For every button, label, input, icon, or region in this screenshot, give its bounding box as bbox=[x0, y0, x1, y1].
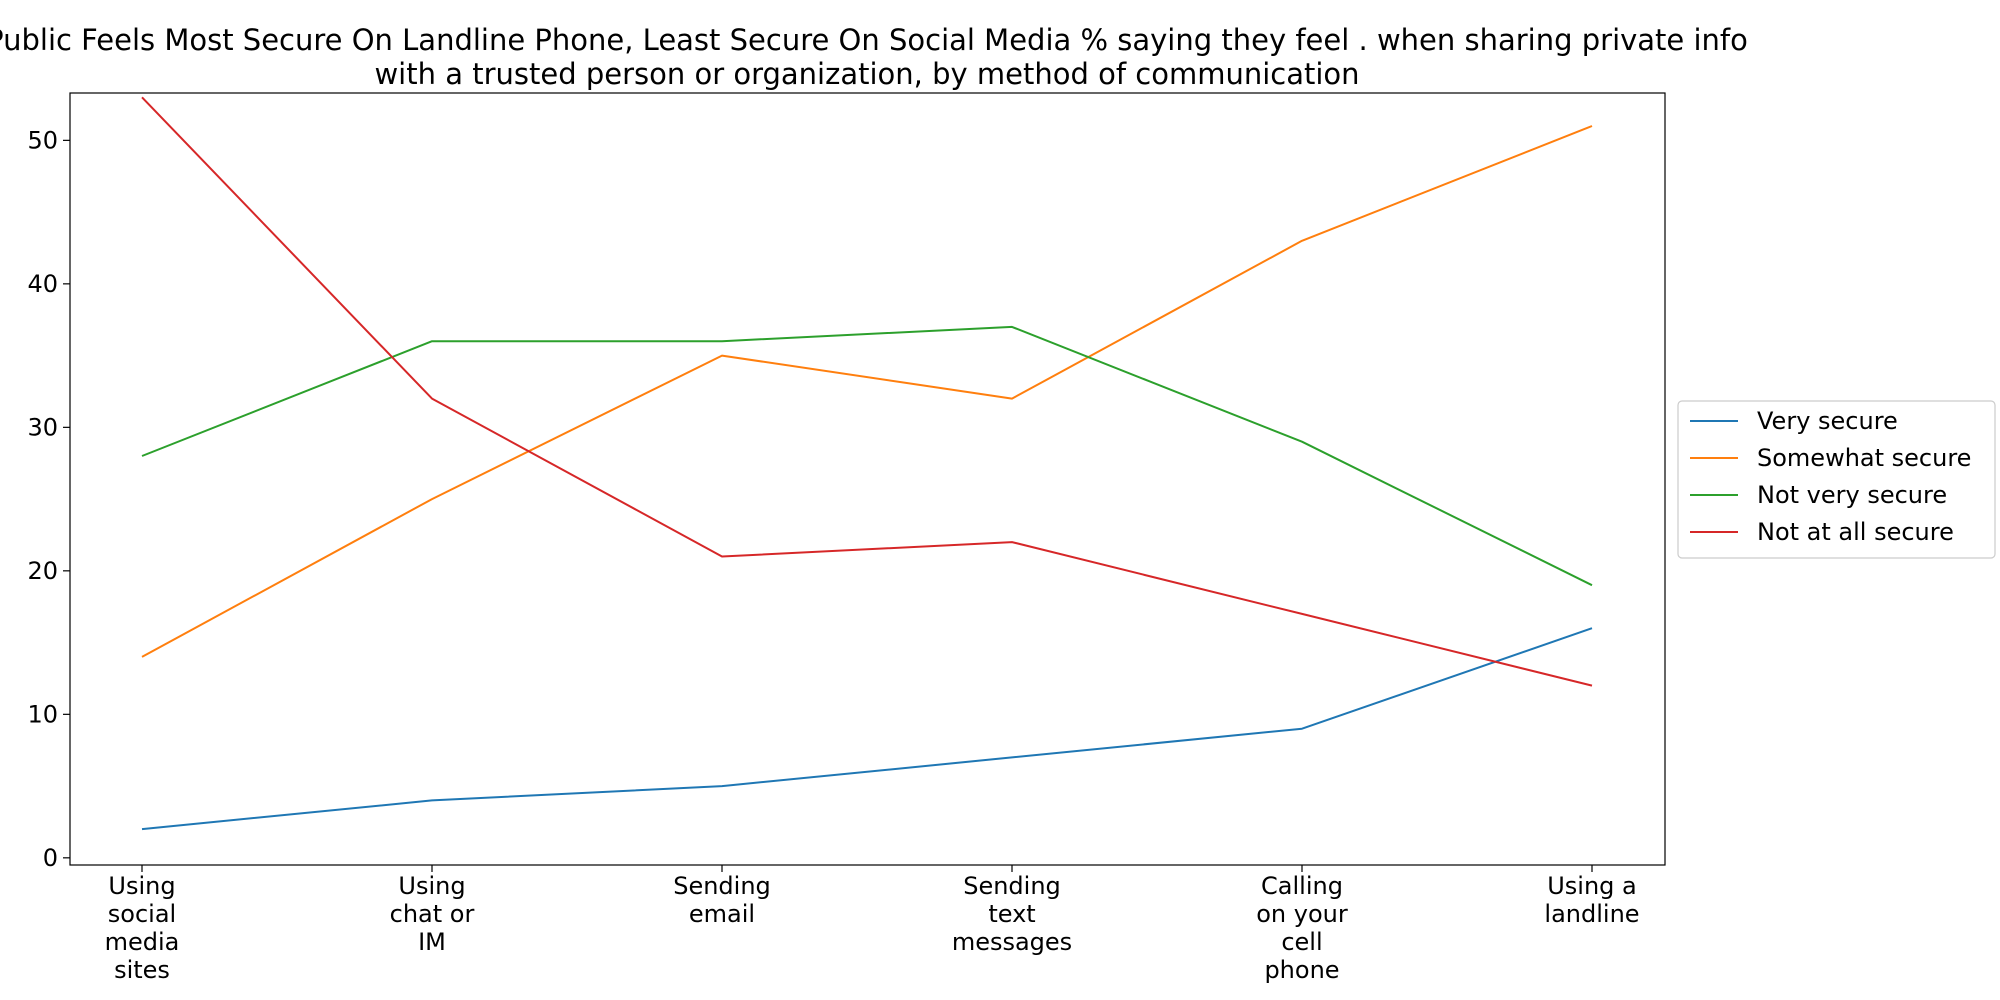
legend-label: Somewhat secure bbox=[1757, 444, 1971, 472]
x-tick-label: Using a landline bbox=[1544, 872, 1639, 928]
x-tick-label-line: landline bbox=[1544, 900, 1639, 928]
y-axis: 0 10 20 30 40 50 bbox=[27, 126, 70, 872]
x-tick-label: Calling on your cell phone bbox=[1256, 872, 1348, 984]
series-line-not-at-all-secure bbox=[141, 96, 1593, 687]
x-tick-label-line: on your bbox=[1256, 900, 1348, 928]
x-tick-label-line: sites bbox=[114, 956, 170, 984]
x-tick-label: Using chat or IM bbox=[390, 872, 475, 956]
plot-area bbox=[69, 92, 1666, 866]
legend-box bbox=[1677, 400, 1996, 559]
x-tick-label-line: media bbox=[105, 928, 180, 956]
y-tick-label: 0 bbox=[43, 844, 58, 872]
x-tick-label-line: Using bbox=[398, 872, 465, 900]
chart-title: Public Feels Most Secure On Landline Pho… bbox=[0, 23, 1748, 91]
x-tick-label-line: chat or bbox=[390, 900, 475, 928]
y-tick-label: 20 bbox=[27, 557, 58, 585]
legend-label: Not at all secure bbox=[1757, 518, 1954, 546]
x-tick-label-line: cell bbox=[1281, 928, 1322, 956]
y-tick-label: 50 bbox=[27, 126, 58, 154]
y-tick-label: 30 bbox=[27, 413, 58, 441]
y-tick-label: 10 bbox=[27, 700, 58, 728]
chart-title-line: with a trusted person or organization, b… bbox=[374, 57, 1359, 91]
x-tick-label-line: Sending bbox=[963, 872, 1061, 900]
x-tick-label-line: Using bbox=[108, 872, 175, 900]
x-tick-label-line: Using a bbox=[1547, 872, 1637, 900]
chart-title-line: Public Feels Most Secure On Landline Pho… bbox=[0, 23, 1748, 57]
series-line-not-very-secure bbox=[141, 325, 1593, 587]
x-tick-label: Sending text messages bbox=[952, 872, 1072, 956]
x-tick-label-line: messages bbox=[952, 928, 1072, 956]
x-tick-label: Sending email bbox=[673, 872, 771, 928]
x-tick-label-line: Calling bbox=[1261, 872, 1343, 900]
x-tick-label-line: social bbox=[108, 900, 176, 928]
legend-label: Not very secure bbox=[1757, 481, 1947, 509]
x-tick-label-line: email bbox=[689, 900, 755, 928]
x-tick-label-line: Sending bbox=[673, 872, 771, 900]
x-tick-label-line: text bbox=[988, 900, 1035, 928]
legend: Very secure Somewhat secure Not very secur… bbox=[1677, 400, 1996, 559]
series-line-very-secure bbox=[141, 627, 1593, 831]
legend-label: Very secure bbox=[1757, 407, 1898, 435]
x-tick-label-line: IM bbox=[418, 928, 446, 956]
series-line-somewhat-secure bbox=[141, 125, 1593, 658]
y-tick-label: 40 bbox=[27, 270, 58, 298]
x-tick-label: Using social media sites bbox=[105, 872, 180, 984]
series-lines bbox=[141, 96, 1593, 831]
x-tick-label-line: phone bbox=[1264, 956, 1339, 984]
